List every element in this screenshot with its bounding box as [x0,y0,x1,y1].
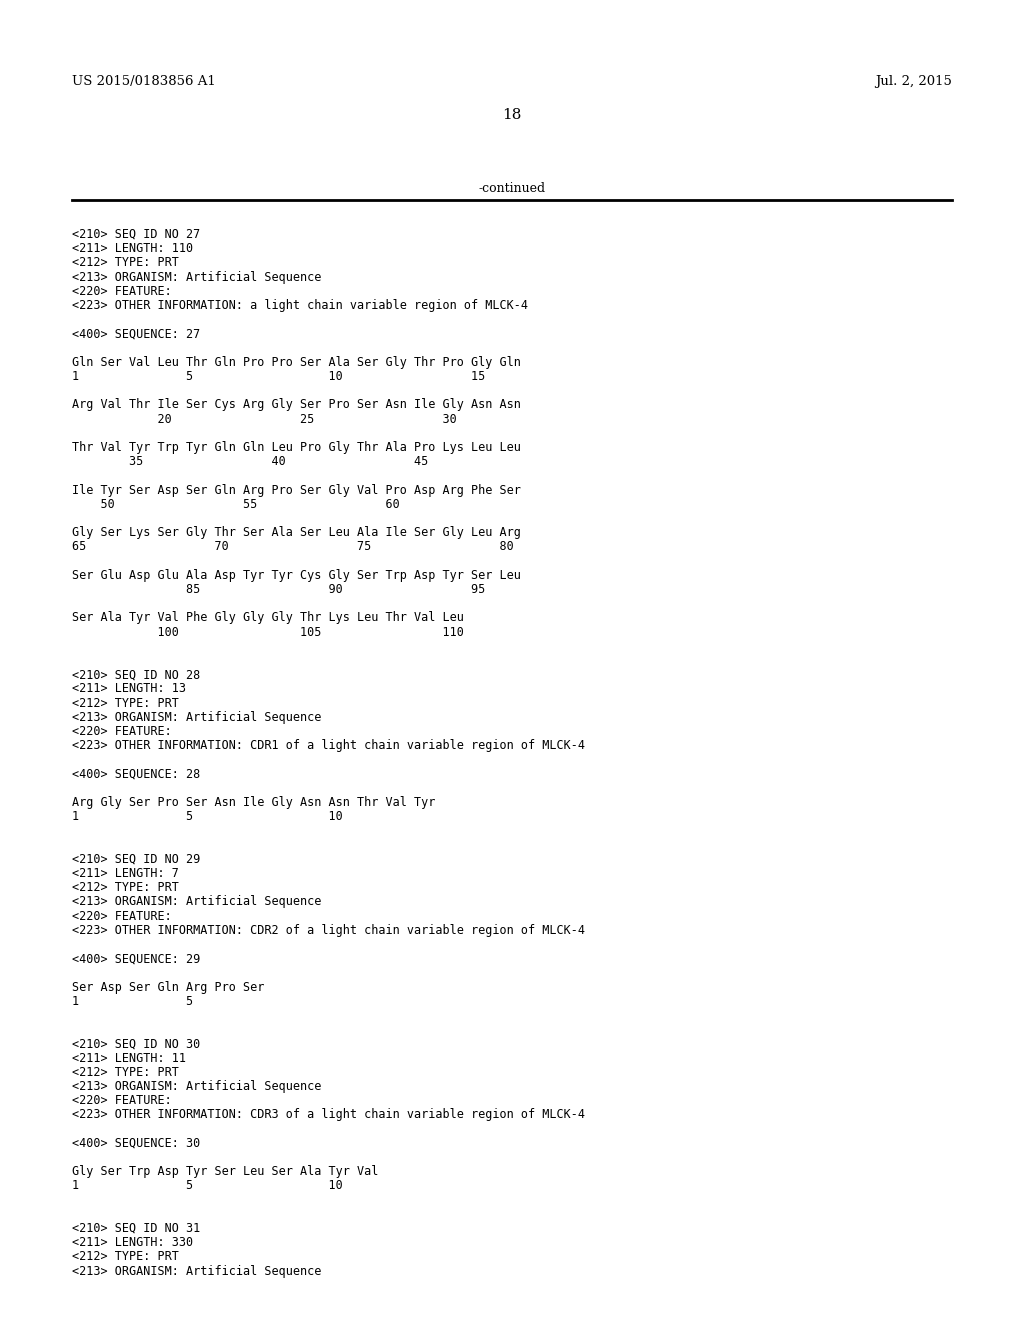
Text: <213> ORGANISM: Artificial Sequence: <213> ORGANISM: Artificial Sequence [72,1265,322,1278]
Text: Arg Gly Ser Pro Ser Asn Ile Gly Asn Asn Thr Val Tyr: Arg Gly Ser Pro Ser Asn Ile Gly Asn Asn … [72,796,435,809]
Text: Jul. 2, 2015: Jul. 2, 2015 [876,75,952,88]
Text: Ser Asp Ser Gln Arg Pro Ser: Ser Asp Ser Gln Arg Pro Ser [72,981,264,994]
Text: Gly Ser Lys Ser Gly Thr Ser Ala Ser Leu Ala Ile Ser Gly Leu Arg: Gly Ser Lys Ser Gly Thr Ser Ala Ser Leu … [72,527,521,539]
Text: 1               5                   10                  15: 1 5 10 15 [72,370,485,383]
Text: <210> SEQ ID NO 27: <210> SEQ ID NO 27 [72,228,201,242]
Text: <213> ORGANISM: Artificial Sequence: <213> ORGANISM: Artificial Sequence [72,895,322,908]
Text: <211> LENGTH: 13: <211> LENGTH: 13 [72,682,186,696]
Text: <210> SEQ ID NO 30: <210> SEQ ID NO 30 [72,1038,201,1051]
Text: <400> SEQUENCE: 28: <400> SEQUENCE: 28 [72,768,201,780]
Text: <220> FEATURE:: <220> FEATURE: [72,1094,172,1107]
Text: <220> FEATURE:: <220> FEATURE: [72,285,172,298]
Text: 100                 105                 110: 100 105 110 [72,626,464,639]
Text: <210> SEQ ID NO 31: <210> SEQ ID NO 31 [72,1222,201,1236]
Text: <212> TYPE: PRT: <212> TYPE: PRT [72,1250,179,1263]
Text: <220> FEATURE:: <220> FEATURE: [72,725,172,738]
Text: 1               5: 1 5 [72,995,194,1007]
Text: <212> TYPE: PRT: <212> TYPE: PRT [72,697,179,710]
Text: 1               5                   10: 1 5 10 [72,1179,343,1192]
Text: US 2015/0183856 A1: US 2015/0183856 A1 [72,75,216,88]
Text: Ile Tyr Ser Asp Ser Gln Arg Pro Ser Gly Val Pro Asp Arg Phe Ser: Ile Tyr Ser Asp Ser Gln Arg Pro Ser Gly … [72,483,521,496]
Text: <211> LENGTH: 110: <211> LENGTH: 110 [72,242,194,255]
Text: 65                  70                  75                  80: 65 70 75 80 [72,540,514,553]
Text: 85                  90                  95: 85 90 95 [72,583,485,597]
Text: 20                  25                  30: 20 25 30 [72,413,457,425]
Text: Thr Val Tyr Trp Tyr Gln Gln Leu Pro Gly Thr Ala Pro Lys Leu Leu: Thr Val Tyr Trp Tyr Gln Gln Leu Pro Gly … [72,441,521,454]
Text: <400> SEQUENCE: 29: <400> SEQUENCE: 29 [72,952,201,965]
Text: Ser Glu Asp Glu Ala Asp Tyr Tyr Cys Gly Ser Trp Asp Tyr Ser Leu: Ser Glu Asp Glu Ala Asp Tyr Tyr Cys Gly … [72,569,521,582]
Text: <210> SEQ ID NO 29: <210> SEQ ID NO 29 [72,853,201,866]
Text: <212> TYPE: PRT: <212> TYPE: PRT [72,1065,179,1078]
Text: -continued: -continued [478,182,546,195]
Text: Arg Val Thr Ile Ser Cys Arg Gly Ser Pro Ser Asn Ile Gly Asn Asn: Arg Val Thr Ile Ser Cys Arg Gly Ser Pro … [72,399,521,412]
Text: <400> SEQUENCE: 27: <400> SEQUENCE: 27 [72,327,201,341]
Text: <211> LENGTH: 7: <211> LENGTH: 7 [72,867,179,880]
Text: 50                  55                  60: 50 55 60 [72,498,399,511]
Text: <212> TYPE: PRT: <212> TYPE: PRT [72,882,179,894]
Text: <223> OTHER INFORMATION: CDR3 of a light chain variable region of MLCK-4: <223> OTHER INFORMATION: CDR3 of a light… [72,1109,585,1122]
Text: <220> FEATURE:: <220> FEATURE: [72,909,172,923]
Text: Gln Ser Val Leu Thr Gln Pro Pro Ser Ala Ser Gly Thr Pro Gly Gln: Gln Ser Val Leu Thr Gln Pro Pro Ser Ala … [72,356,521,368]
Text: <211> LENGTH: 11: <211> LENGTH: 11 [72,1052,186,1065]
Text: 1               5                   10: 1 5 10 [72,810,343,824]
Text: <223> OTHER INFORMATION: CDR1 of a light chain variable region of MLCK-4: <223> OTHER INFORMATION: CDR1 of a light… [72,739,585,752]
Text: <223> OTHER INFORMATION: CDR2 of a light chain variable region of MLCK-4: <223> OTHER INFORMATION: CDR2 of a light… [72,924,585,937]
Text: <213> ORGANISM: Artificial Sequence: <213> ORGANISM: Artificial Sequence [72,1080,322,1093]
Text: <212> TYPE: PRT: <212> TYPE: PRT [72,256,179,269]
Text: <223> OTHER INFORMATION: a light chain variable region of MLCK-4: <223> OTHER INFORMATION: a light chain v… [72,300,528,312]
Text: Ser Ala Tyr Val Phe Gly Gly Gly Thr Lys Leu Thr Val Leu: Ser Ala Tyr Val Phe Gly Gly Gly Thr Lys … [72,611,464,624]
Text: <400> SEQUENCE: 30: <400> SEQUENCE: 30 [72,1137,201,1150]
Text: 18: 18 [503,108,521,121]
Text: <213> ORGANISM: Artificial Sequence: <213> ORGANISM: Artificial Sequence [72,710,322,723]
Text: 35                  40                  45: 35 40 45 [72,455,428,469]
Text: Gly Ser Trp Asp Tyr Ser Leu Ser Ala Tyr Val: Gly Ser Trp Asp Tyr Ser Leu Ser Ala Tyr … [72,1166,379,1179]
Text: <211> LENGTH: 330: <211> LENGTH: 330 [72,1237,194,1249]
Text: <213> ORGANISM: Artificial Sequence: <213> ORGANISM: Artificial Sequence [72,271,322,284]
Text: <210> SEQ ID NO 28: <210> SEQ ID NO 28 [72,668,201,681]
